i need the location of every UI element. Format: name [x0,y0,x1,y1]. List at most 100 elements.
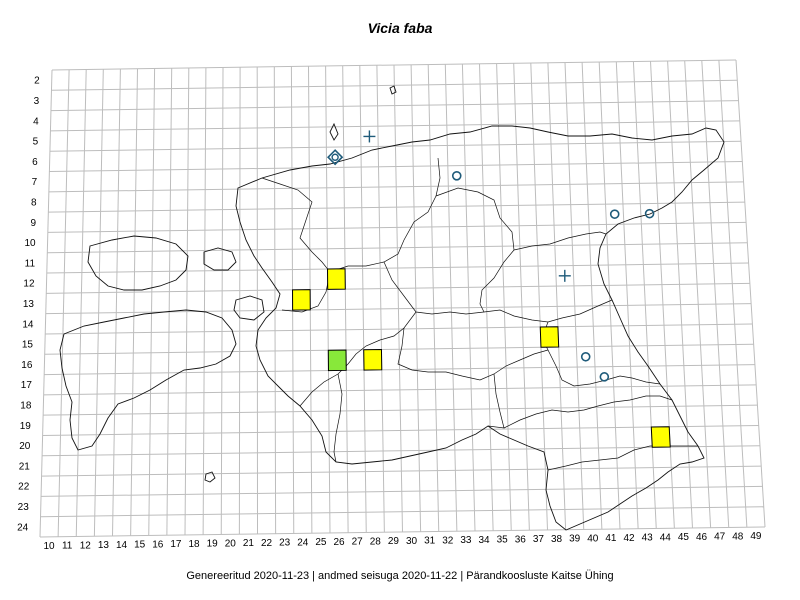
grid-line-vertical [513,63,530,531]
row-label: 10 [24,238,36,249]
grid-line-horizontal [39,526,766,538]
grid-line-horizontal [41,485,763,497]
row-label: 22 [18,482,30,493]
grid-line-horizontal [50,100,739,112]
grid-line-horizontal [47,242,748,254]
column-label: 45 [678,532,690,543]
column-label: 29 [388,536,400,547]
grid-line-vertical [393,64,403,533]
grid-line-vertical [615,61,639,529]
grid-line-vertical [220,67,224,535]
mainland-coast [235,125,725,531]
grid-line-horizontal [51,59,737,71]
record-circle [580,351,591,362]
grid-line-vertical [342,65,349,533]
row-label: 8 [31,197,37,208]
row-label: 18 [20,401,32,412]
row-label: 12 [23,279,35,290]
column-label: 46 [696,532,708,543]
grid-line-horizontal [43,384,757,396]
row-label: 6 [32,157,38,168]
record-square-yellow [650,426,671,448]
record-square-yellow [539,326,560,348]
column-label: 26 [334,537,346,548]
grid-line-vertical [148,68,156,536]
naissaar-coast [329,122,339,141]
grid-line-horizontal [47,221,747,233]
column-label: 12 [80,540,92,551]
column-label: 33 [460,535,472,546]
grid-line-vertical [427,64,440,532]
row-label: 9 [31,218,37,229]
column-label: 25 [315,537,327,548]
grid-line-vertical [238,67,241,535]
grid-line-vertical [130,68,138,536]
grid-line-vertical [581,62,603,530]
column-label: 21 [243,538,255,549]
footer-credits: Genereeritud 2020-11-23 | andmed seisuga… [186,570,614,582]
column-label: 43 [642,533,654,544]
row-label: 20 [19,441,31,452]
row-label: 19 [20,421,32,432]
grid-line-horizontal [45,323,753,335]
grid-line-horizontal [44,364,755,376]
column-label: 38 [551,534,563,545]
row-label: 11 [25,258,36,269]
county-borders [261,157,698,471]
column-label: 23 [279,538,291,549]
grid-line-vertical [547,62,567,530]
saaremaa-coast [59,309,237,451]
record-circle [599,372,610,382]
column-label: 22 [261,538,273,549]
column-label: 36 [515,534,527,545]
muhu-coast [233,295,265,321]
column-label: 20 [225,538,237,549]
column-label: 32 [442,535,454,546]
grid-line-vertical [718,60,748,528]
column-label: 39 [569,534,581,545]
column-label: 24 [297,537,309,548]
grid-line-vertical [325,65,331,534]
column-label: 47 [714,532,726,543]
record-square-yellow [363,349,383,371]
grid-line-horizontal [46,262,749,274]
grid-line-vertical [444,64,458,532]
grid-line-vertical [376,65,385,533]
grid-line-horizontal [41,465,762,477]
grid-line-horizontal [42,445,760,457]
grid-line-horizontal [49,161,743,173]
grid-line-vertical [667,60,693,529]
grid-line-vertical [359,65,367,533]
row-label: 21 [19,461,31,472]
column-label: 13 [98,540,110,551]
grid-line-vertical [75,69,87,537]
grid-line-vertical [273,66,277,534]
grid-line-vertical [39,69,53,538]
record-plus [558,269,571,282]
grid-line-horizontal [50,120,740,132]
record-circle [644,208,655,219]
grid-line-vertical [461,63,476,532]
row-label: 24 [17,522,29,533]
row-label: 4 [33,116,39,127]
ruhnu-coast [204,471,216,483]
record-square-yellow [327,268,346,290]
column-label: 16 [152,539,164,550]
record-diamond [326,149,344,166]
column-label: 15 [134,540,146,551]
row-label: 13 [23,299,35,310]
record-circle [451,170,462,181]
row-label: 7 [32,177,38,188]
grid-line-vertical [650,61,675,529]
record-square-green [327,349,347,372]
map-title: Vicia faba [367,20,433,36]
column-label: 42 [624,533,636,544]
grid-line-vertical [496,63,512,531]
row-label: 14 [22,319,34,330]
record-plus [363,130,376,143]
column-label: 31 [424,536,436,547]
estonia-outline [59,85,725,531]
column-label: 44 [660,532,672,543]
grid-line-vertical [202,67,207,535]
